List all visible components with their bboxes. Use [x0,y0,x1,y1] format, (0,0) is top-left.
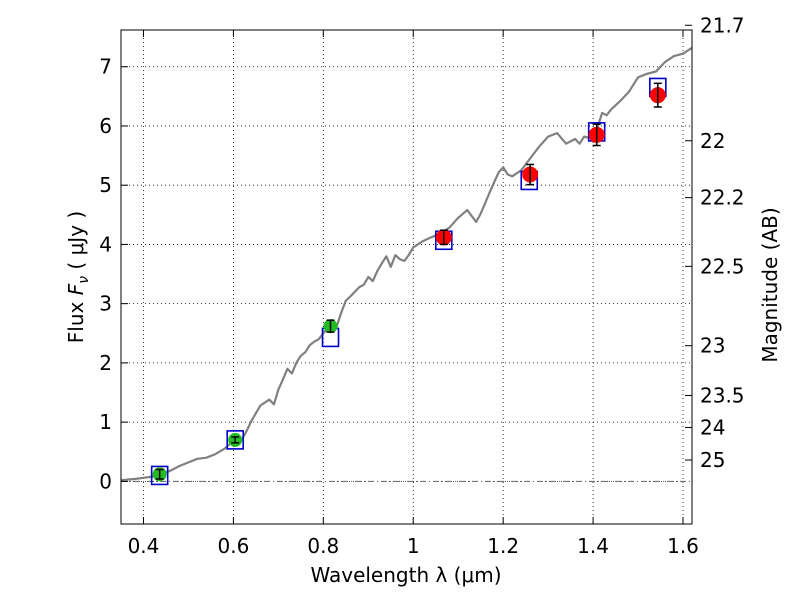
magnitude-tick-label: 24 [700,415,725,439]
y-tick-label: 6 [99,114,112,138]
x-tick-label: 0.4 [128,534,160,558]
magnitude-tick-label: 22 [700,129,725,153]
x-tick-label: 1 [407,534,420,558]
y-tick-label: 3 [99,292,112,316]
y-axis-label: Flux Fν ( μJy ) [64,211,92,343]
magnitude-tick-label: 21.7 [700,13,745,37]
label-layer: 0.4 0.6 0.8 1 1.2 1.4 1.60123456721.72222.222.… [99,13,744,558]
spectrum-line [120,46,693,482]
magnitude-tick-label: 25 [700,448,725,472]
y-axis-label-subscript: ν [76,276,92,284]
x-tick-label: 1.4 [577,534,609,558]
magnitude-tick-label: 23 [700,334,725,358]
y-tick-label: 2 [99,351,112,375]
x-tick-label: 0.8 [307,534,339,558]
plot-frame [120,29,693,525]
model-flux-square [226,430,244,450]
y-axis-label-symbol: F [64,283,88,295]
x-tick-label: 1.6 [667,534,699,558]
y-axis-label-unit: ( μJy ) [64,211,88,276]
x-axis-label: Wavelength λ (μm) [310,563,501,587]
marker-layer [150,77,667,486]
y-tick-label: 0 [99,469,112,493]
spectrum-layer [120,46,693,482]
y-tick-label: 1 [99,410,112,434]
magnitude-tick-label: 23.5 [700,383,745,407]
tick-layer [121,24,692,524]
x-tick-label: 1.2 [487,534,519,558]
y-tick-label: 4 [99,232,112,256]
magnitude-tick-label: 22.5 [700,254,745,278]
y-tick-label: 5 [99,173,112,197]
y-axis-label-prefix: Flux [64,295,88,343]
y2-axis-label: Magnitude (AB) [758,207,782,362]
magnitude-tick-label: 22.2 [700,186,745,210]
y-tick-label: 7 [99,55,112,79]
x-tick-label: 0.6 [217,534,249,558]
model-flux-square [150,465,169,486]
